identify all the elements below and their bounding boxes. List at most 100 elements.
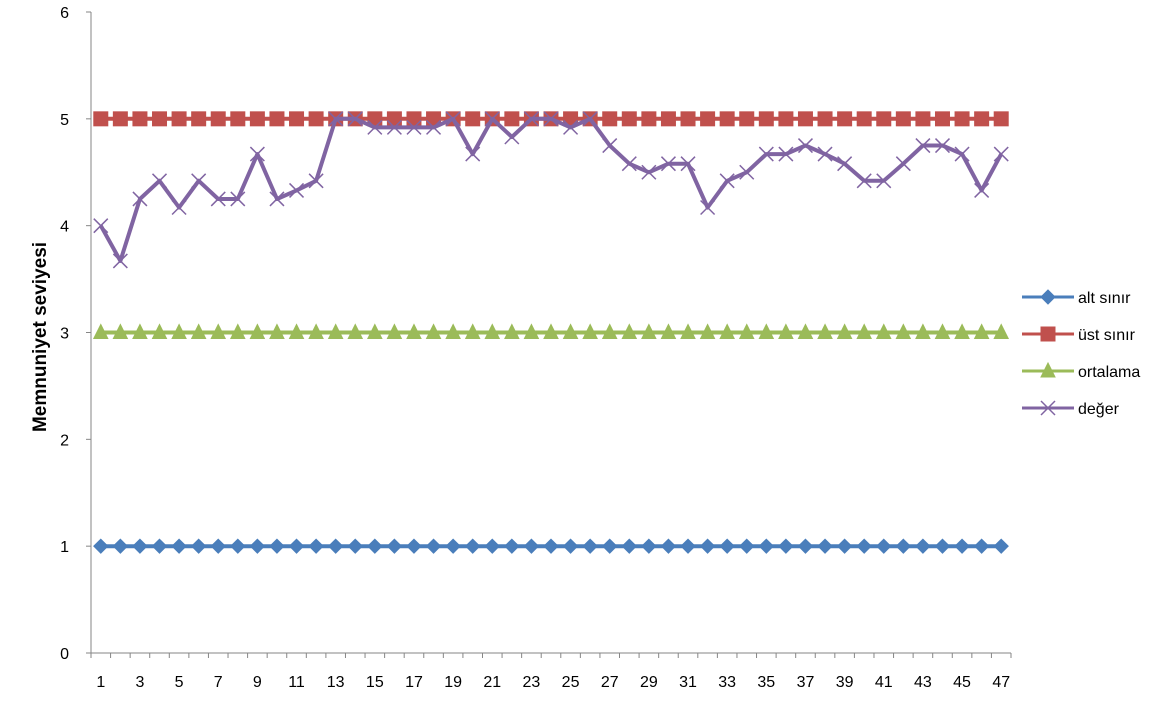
data-point bbox=[249, 111, 265, 127]
data-point bbox=[523, 111, 539, 127]
data-point bbox=[484, 111, 500, 127]
data-point bbox=[190, 323, 207, 339]
data-point bbox=[191, 173, 207, 189]
x-tick-label: 27 bbox=[601, 674, 619, 691]
data-point bbox=[699, 538, 716, 554]
data-point bbox=[406, 111, 422, 127]
data-point bbox=[112, 323, 129, 339]
data-point bbox=[856, 538, 872, 554]
x-tick-label: 1 bbox=[96, 674, 105, 691]
data-point bbox=[758, 323, 775, 339]
data-point bbox=[210, 111, 226, 127]
data-point bbox=[954, 538, 970, 554]
data-point bbox=[210, 323, 227, 339]
data-point bbox=[464, 323, 481, 339]
legend-marker bbox=[1040, 326, 1056, 342]
data-point bbox=[504, 129, 520, 145]
x-tick-label: 33 bbox=[718, 674, 736, 691]
data-point bbox=[719, 538, 735, 554]
legend-label: değer bbox=[1078, 401, 1120, 418]
data-point bbox=[406, 538, 422, 554]
data-point bbox=[190, 538, 207, 554]
legend: alt sınır üst sınır ortalama değer bbox=[1022, 289, 1140, 418]
data-point bbox=[797, 538, 814, 554]
data-point bbox=[973, 538, 990, 554]
data-point bbox=[699, 323, 716, 339]
data-point bbox=[739, 164, 755, 180]
data-point bbox=[875, 323, 892, 339]
data-point bbox=[719, 323, 735, 339]
data-point bbox=[426, 119, 442, 135]
data-point bbox=[660, 538, 677, 554]
data-point bbox=[386, 119, 402, 135]
data-point bbox=[445, 323, 461, 339]
data-point bbox=[915, 323, 931, 339]
x-tick-label: 41 bbox=[875, 674, 893, 691]
data-point bbox=[739, 538, 755, 554]
data-point bbox=[621, 156, 637, 172]
y-tick-label: 4 bbox=[60, 219, 69, 236]
data-point bbox=[993, 111, 1009, 127]
data-point bbox=[817, 538, 833, 554]
data-point bbox=[523, 538, 540, 554]
x-tick-label: 31 bbox=[679, 674, 697, 691]
data-point bbox=[288, 538, 305, 554]
data-point bbox=[582, 111, 598, 127]
data-point bbox=[93, 538, 109, 554]
data-point bbox=[191, 111, 207, 127]
data-point bbox=[347, 538, 363, 554]
data-point bbox=[621, 111, 637, 127]
x-tick-label: 35 bbox=[757, 674, 775, 691]
data-point bbox=[856, 173, 872, 189]
data-point bbox=[837, 111, 853, 127]
data-point bbox=[974, 111, 990, 127]
data-point bbox=[641, 111, 657, 127]
data-point bbox=[973, 323, 990, 339]
x-tick-label: 7 bbox=[214, 674, 223, 691]
data-point bbox=[778, 146, 794, 162]
data-point bbox=[660, 111, 676, 127]
data-point bbox=[739, 111, 755, 127]
data-point bbox=[582, 323, 598, 339]
data-point bbox=[347, 111, 363, 127]
data-point bbox=[641, 323, 657, 339]
data-point bbox=[386, 538, 403, 554]
data-point bbox=[680, 111, 696, 127]
data-point bbox=[876, 173, 892, 189]
data-point bbox=[445, 538, 461, 554]
legend-marker bbox=[1040, 400, 1056, 416]
data-point bbox=[249, 538, 266, 554]
data-point bbox=[230, 111, 246, 127]
data-point bbox=[837, 156, 853, 172]
data-point bbox=[347, 323, 364, 339]
data-point bbox=[797, 138, 813, 154]
data-point bbox=[288, 323, 305, 339]
data-point bbox=[660, 323, 677, 339]
data-point bbox=[817, 111, 833, 127]
data-point bbox=[92, 323, 109, 339]
series-group bbox=[92, 111, 1010, 554]
data-point bbox=[562, 538, 579, 554]
y-tick-label: 3 bbox=[60, 326, 69, 343]
data-point bbox=[700, 199, 716, 216]
data-point bbox=[601, 323, 618, 339]
data-point bbox=[328, 111, 344, 127]
data-point bbox=[289, 182, 305, 198]
data-point bbox=[680, 538, 696, 554]
data-point bbox=[386, 323, 403, 339]
data-point bbox=[602, 538, 618, 554]
data-point bbox=[641, 164, 657, 180]
data-point bbox=[425, 538, 442, 554]
series-3 bbox=[93, 111, 1009, 269]
series-line bbox=[99, 116, 1003, 263]
legend-label: ortalama bbox=[1078, 364, 1140, 381]
data-point bbox=[993, 146, 1009, 162]
data-point bbox=[660, 156, 676, 172]
data-point bbox=[151, 173, 168, 189]
data-point bbox=[797, 323, 814, 339]
data-point bbox=[406, 119, 422, 135]
x-tick-label: 5 bbox=[175, 674, 184, 691]
data-point bbox=[210, 538, 226, 554]
